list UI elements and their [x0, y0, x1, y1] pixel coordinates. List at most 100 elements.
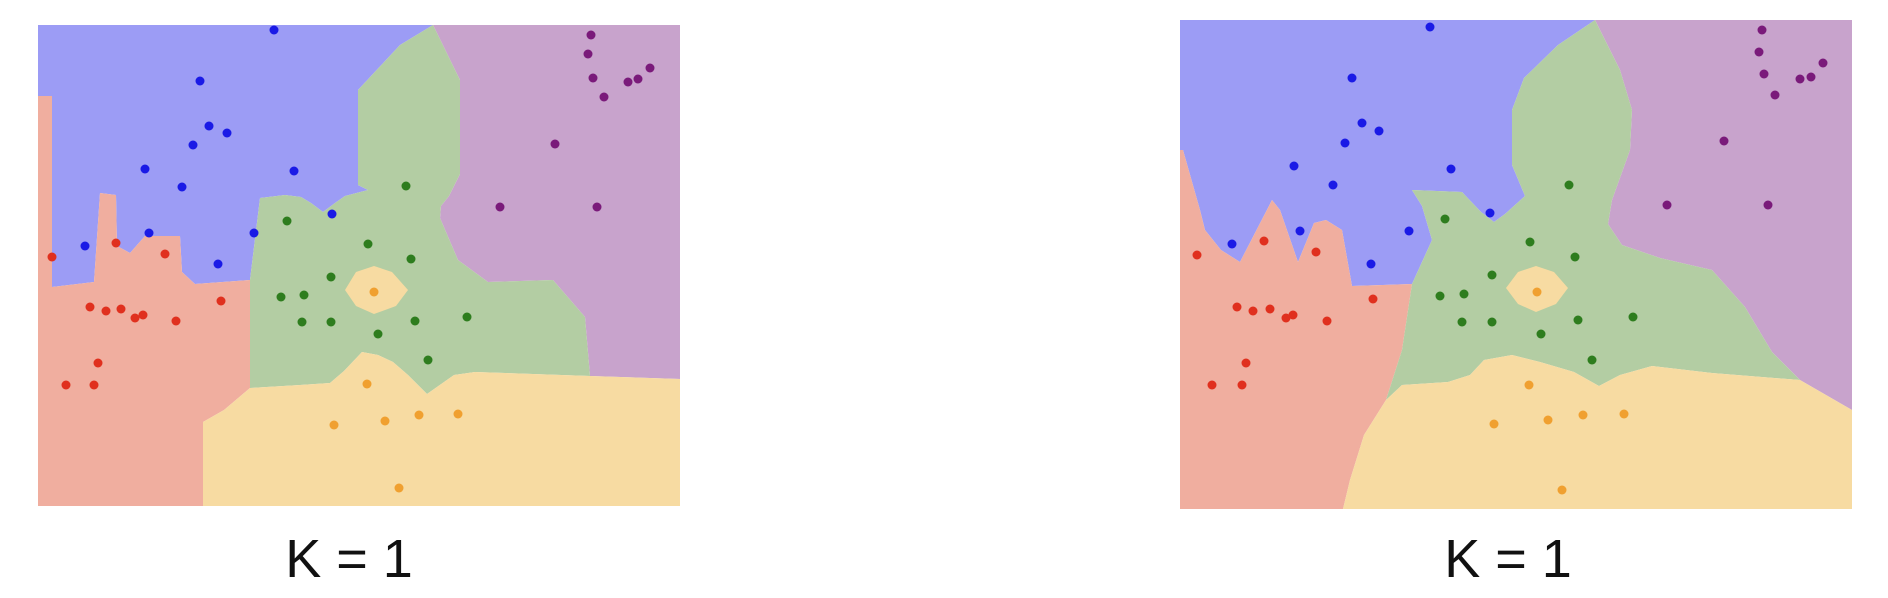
green-point	[423, 355, 433, 365]
yellow-point	[1532, 287, 1542, 297]
green-point	[1536, 329, 1546, 339]
green-point	[401, 181, 411, 191]
purple-point	[588, 73, 598, 83]
yellow-point	[1578, 410, 1588, 420]
red-point	[93, 358, 103, 368]
blue-point	[80, 241, 90, 251]
red-point	[1322, 316, 1332, 326]
purple-region	[1595, 20, 1852, 410]
purple-point	[583, 49, 593, 59]
red-point	[1288, 310, 1298, 320]
purple-region	[433, 25, 680, 379]
red-point	[1237, 380, 1247, 390]
yellow-point	[1489, 419, 1499, 429]
green-point	[299, 290, 309, 300]
blue-point	[1340, 138, 1350, 148]
red-point	[160, 249, 170, 259]
red-point	[61, 380, 71, 390]
purple-point	[633, 74, 643, 84]
green-point	[1570, 252, 1580, 262]
caption-right: K = 1	[1444, 529, 1572, 589]
green-point	[1457, 317, 1467, 327]
green-point	[282, 216, 292, 226]
red-point	[130, 313, 140, 323]
red-region	[38, 96, 250, 506]
red-point	[1281, 313, 1291, 323]
blue-point	[222, 128, 232, 138]
purple-point	[1757, 25, 1767, 35]
blue-point	[204, 121, 214, 131]
purple-point	[1759, 69, 1769, 79]
green-point	[1525, 237, 1535, 247]
purple-point	[1795, 74, 1805, 84]
purple-point	[1818, 58, 1828, 68]
purple-point	[1770, 90, 1780, 100]
blue-point	[140, 164, 150, 174]
blue-point	[1347, 73, 1357, 83]
green-point	[326, 272, 336, 282]
green-region	[1386, 20, 1800, 400]
green-point	[1435, 291, 1445, 301]
yellow-point	[329, 420, 339, 430]
yellow-point	[1619, 409, 1629, 419]
green-point	[297, 317, 307, 327]
yellow-point	[1524, 380, 1534, 390]
green-point	[1487, 317, 1497, 327]
green-point	[1440, 214, 1450, 224]
yellow-region	[203, 352, 680, 506]
blue-point	[1328, 180, 1338, 190]
blue-point	[1374, 126, 1384, 136]
green-point	[1628, 312, 1638, 322]
yellow-point	[453, 409, 463, 419]
red-point	[1241, 358, 1251, 368]
decision-boundary-svg-left	[38, 25, 680, 508]
blue-point	[269, 25, 279, 35]
red-point	[1232, 302, 1242, 312]
blue-point	[144, 228, 154, 238]
decision-boundary-plot-right	[1150, 0, 1870, 520]
green-point	[373, 329, 383, 339]
data-points-right	[1192, 22, 1828, 495]
blue-point	[1357, 118, 1367, 128]
purple-point	[1754, 47, 1764, 57]
blue-point	[1366, 259, 1376, 269]
red-point	[1311, 247, 1321, 257]
purple-point	[495, 202, 505, 212]
green-point	[1459, 289, 1469, 299]
yellow-point	[362, 379, 372, 389]
yellow-point	[394, 483, 404, 493]
purple-point	[1806, 72, 1816, 82]
red-point	[1265, 304, 1275, 314]
green-point	[406, 254, 416, 264]
caption-left: K = 1	[285, 529, 413, 589]
green-point	[326, 317, 336, 327]
blue-point	[1446, 164, 1456, 174]
purple-point	[623, 77, 633, 87]
green-point	[462, 312, 472, 322]
red-point	[1248, 306, 1258, 316]
yellow-point	[380, 416, 390, 426]
purple-point	[599, 92, 609, 102]
blue-point	[249, 228, 259, 238]
red-point	[101, 306, 111, 316]
blue-point	[1404, 226, 1414, 236]
red-point	[1259, 236, 1269, 246]
blue-point	[177, 182, 187, 192]
green-point	[363, 239, 373, 249]
blue-point	[289, 166, 299, 176]
green-point	[1573, 315, 1583, 325]
yellow-point	[369, 287, 379, 297]
green-point	[1587, 355, 1597, 365]
purple-point	[1763, 200, 1773, 210]
red-point	[1207, 380, 1217, 390]
yellow-point	[1543, 415, 1553, 425]
blue-point	[327, 209, 337, 219]
blue-point	[1425, 22, 1435, 32]
red-point	[1192, 250, 1202, 260]
red-point	[85, 302, 95, 312]
blue-point	[188, 140, 198, 150]
yellow-point	[1557, 485, 1567, 495]
blue-region	[38, 25, 433, 287]
blue-point	[1295, 226, 1305, 236]
red-point	[1368, 294, 1378, 304]
